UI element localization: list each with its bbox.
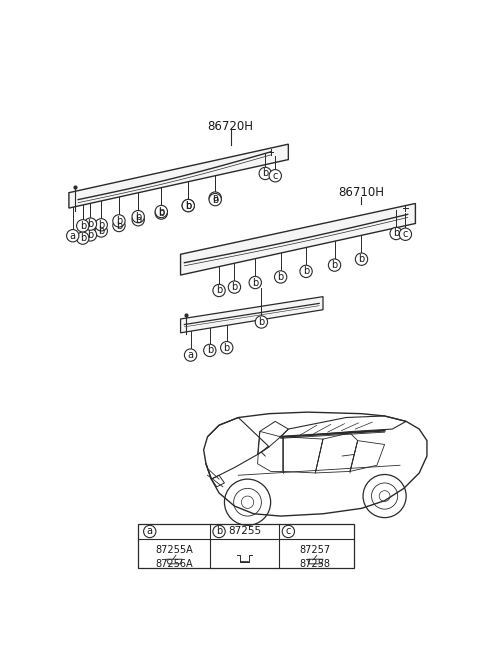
Text: c: c	[403, 229, 408, 239]
Circle shape	[269, 170, 281, 182]
Bar	[138, 523, 354, 569]
Text: c: c	[286, 527, 291, 537]
Circle shape	[213, 284, 225, 297]
Circle shape	[155, 207, 168, 219]
Text: b: b	[216, 527, 222, 537]
Circle shape	[77, 220, 89, 232]
Circle shape	[259, 167, 271, 180]
Circle shape	[67, 230, 79, 242]
Text: b: b	[231, 282, 238, 292]
Text: b: b	[258, 317, 264, 327]
Text: b: b	[116, 220, 122, 230]
Circle shape	[95, 218, 108, 231]
Text: a: a	[212, 193, 218, 203]
Text: a: a	[188, 350, 193, 360]
Text: b: b	[135, 215, 141, 225]
Circle shape	[84, 218, 96, 230]
Text: b: b	[80, 221, 86, 231]
Text: b: b	[262, 169, 268, 178]
Text: b: b	[393, 228, 399, 239]
Circle shape	[300, 265, 312, 277]
Circle shape	[355, 253, 368, 265]
Circle shape	[113, 219, 125, 232]
Text: b: b	[277, 272, 284, 282]
Text: a: a	[147, 527, 153, 537]
Text: b: b	[216, 285, 222, 295]
Text: b: b	[331, 260, 337, 270]
Text: b: b	[116, 216, 122, 226]
Circle shape	[221, 342, 233, 354]
Text: b: b	[98, 220, 104, 230]
Text: b: b	[98, 226, 104, 236]
Text: b: b	[303, 266, 309, 276]
Circle shape	[213, 525, 225, 538]
Text: 86710H: 86710H	[338, 186, 384, 199]
Text: b: b	[87, 219, 94, 229]
Text: b: b	[80, 233, 86, 243]
Circle shape	[144, 525, 156, 538]
Circle shape	[132, 211, 144, 223]
Text: b: b	[252, 277, 258, 287]
Circle shape	[282, 525, 295, 538]
Circle shape	[275, 271, 287, 283]
Polygon shape	[180, 203, 415, 275]
Circle shape	[113, 215, 125, 227]
Text: 86720H: 86720H	[207, 120, 253, 133]
Circle shape	[204, 344, 216, 357]
Circle shape	[209, 194, 221, 206]
Text: b: b	[87, 230, 94, 240]
Text: b: b	[212, 195, 218, 205]
Text: b: b	[185, 201, 192, 211]
Circle shape	[209, 192, 221, 204]
Text: a: a	[70, 231, 76, 241]
Circle shape	[255, 316, 267, 328]
Text: b: b	[224, 342, 230, 353]
Text: b: b	[359, 254, 365, 264]
Text: 87255A
87256A: 87255A 87256A	[156, 545, 193, 569]
Circle shape	[132, 214, 144, 226]
Circle shape	[182, 199, 194, 212]
Circle shape	[95, 225, 108, 237]
Circle shape	[77, 232, 89, 244]
Text: c: c	[273, 171, 278, 181]
Text: b: b	[135, 212, 141, 222]
Text: b: b	[185, 201, 192, 211]
Circle shape	[328, 259, 341, 272]
Text: b: b	[207, 346, 213, 356]
Text: 87257
87258: 87257 87258	[300, 545, 331, 569]
Text: b: b	[158, 207, 165, 216]
Circle shape	[228, 281, 240, 293]
Text: 87255: 87255	[228, 527, 262, 537]
Polygon shape	[180, 297, 323, 333]
Circle shape	[249, 276, 262, 289]
Text: b: b	[158, 208, 165, 218]
Circle shape	[184, 349, 197, 361]
Circle shape	[390, 228, 402, 239]
Polygon shape	[69, 144, 288, 208]
Circle shape	[399, 228, 411, 240]
Circle shape	[84, 229, 96, 241]
Circle shape	[182, 199, 194, 212]
Circle shape	[155, 205, 168, 218]
